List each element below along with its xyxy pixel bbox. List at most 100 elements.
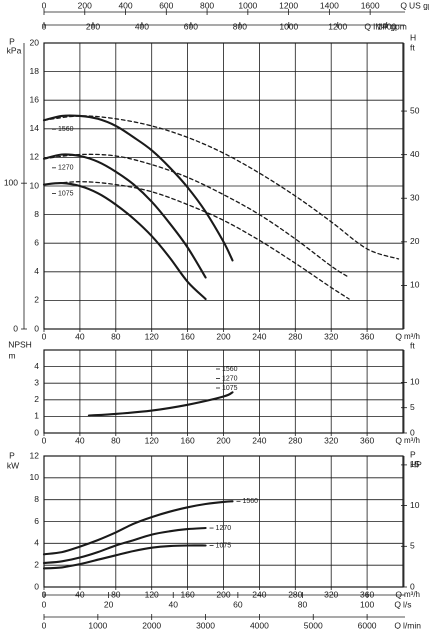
npsh-x-tick-label: 160: [181, 435, 195, 445]
power-x-tick-label: 240: [252, 589, 266, 599]
head-curve-label-1270: 1270: [58, 165, 74, 172]
npsh-axis-title: NPSH: [8, 339, 32, 349]
imp-gpm-tick-label: 400: [135, 21, 149, 31]
kpa-tick-label: 100: [4, 177, 18, 187]
head-x-tick-label: 320: [324, 331, 338, 341]
imp-gpm-axis-unit: IMP gpm: [373, 21, 407, 31]
us-gpm-tick-label: 1200: [279, 0, 298, 10]
npsh-curve-1560 / 1270 / 1075: [87, 391, 234, 417]
head-m-tick-label: 8: [34, 209, 39, 219]
npsh-ft-tick-label: 5: [410, 402, 415, 412]
npsh-curve-label-1270: 1270: [222, 375, 238, 382]
imp-gpm-tick-label: 1200: [328, 21, 347, 31]
lmin-axis-q: Q: [394, 620, 401, 629]
power-x-tick-label: 280: [288, 589, 302, 599]
head-x-tick-label: 280: [288, 331, 302, 341]
us-gpm-tick-label: 1000: [238, 0, 257, 10]
power-kw-tick-label: 6: [34, 516, 39, 526]
head-m-tick-label: 10: [30, 180, 40, 190]
head-m-tick-label: 0: [34, 323, 39, 333]
ls-tick-label: 0: [42, 599, 47, 609]
head-m-tick-label: 2: [34, 295, 39, 305]
imp-gpm-tick-label: 1400: [377, 21, 396, 31]
npsh-ft-tick-label: 0: [410, 427, 415, 437]
grid-layer: [43, 42, 404, 588]
us-gpm-tick-label: 400: [118, 0, 132, 10]
imp-gpm-tick-label: 1000: [279, 21, 298, 31]
ls-tick-label: 100: [360, 599, 374, 609]
power-hp-tick-label: 10: [410, 500, 420, 510]
head-curve-1560-dashed: [43, 115, 400, 260]
imp-gpm-tick-label: 800: [233, 21, 247, 31]
power-kw-tick-label: 10: [30, 472, 40, 482]
head-x-axis-unit: m³/h: [404, 332, 420, 341]
us-gpm-axis-unit: US gpm: [409, 0, 429, 10]
lmin-tick-label: 3000: [196, 620, 215, 629]
power-curve-1270: [42, 526, 207, 565]
head-curve-label-1075: 1075: [58, 190, 74, 197]
head-m-tick-label: 4: [34, 266, 39, 276]
head-m-tick-label: 20: [30, 37, 40, 47]
imp-gpm-axis-q: Q: [364, 21, 371, 31]
power-axis-unit-kw: kW: [7, 460, 19, 470]
power-kw-tick-label: 8: [34, 494, 39, 504]
ls-tick-label: 80: [298, 599, 308, 609]
npsh-m-tick-label: 3: [34, 377, 39, 387]
power-curve-1560: [42, 500, 234, 556]
lmin-tick-label: 2000: [142, 620, 161, 629]
head-x-tick-label: 360: [360, 331, 374, 341]
head-x-tick-label: 160: [181, 331, 195, 341]
us-gpm-tick-label: 0: [42, 0, 47, 10]
power-x-tick-label: 120: [145, 589, 159, 599]
power-x-tick-label: 80: [111, 589, 121, 599]
lmin-tick-label: 5000: [304, 620, 323, 629]
imp-gpm-tick-label: 200: [86, 21, 100, 31]
head-x-tick-label: 120: [145, 331, 159, 341]
npsh-x-axis-label: Q: [395, 435, 402, 445]
npsh-x-tick-label: 120: [145, 435, 159, 445]
frame-layer: [21, 9, 407, 620]
power-kw-tick-label: 2: [34, 559, 39, 569]
npsh-curve-label-1075: 1075: [222, 385, 238, 392]
power-kw-tick-label: 0: [34, 581, 39, 591]
npsh-x-axis-unit: m³/h: [404, 436, 420, 445]
power-axis-title-right: P: [410, 449, 416, 459]
us-gpm-axis-q: Q: [400, 0, 407, 10]
npsh-x-tick-label: 240: [252, 435, 266, 445]
power-hp-tick-label: 0: [410, 581, 415, 591]
head-curve-1075-dashed: [43, 181, 350, 300]
ls-axis-unit: l/s: [403, 599, 412, 609]
power-axis-title: P: [9, 450, 15, 460]
lmin-tick-label: 1000: [88, 620, 107, 629]
npsh-x-tick-label: 80: [111, 435, 121, 445]
head-axis-unit-ft: ft: [410, 42, 415, 52]
npsh-x-tick-label: 280: [288, 435, 302, 445]
power-curve-label-1270: 1270: [216, 525, 232, 532]
kpa-tick-label: 0: [13, 323, 18, 333]
us-gpm-tick-label: 600: [159, 0, 173, 10]
head-ft-tick-label: 30: [410, 192, 420, 202]
power-curve-1075: [42, 544, 207, 570]
lmin-tick-label: 6000: [358, 620, 377, 629]
head-axis-title-h: H: [410, 32, 416, 42]
kpa-axis-unit: kPa: [7, 45, 22, 55]
npsh-ft-tick-label: 10: [410, 377, 420, 387]
series-layer: [42, 114, 400, 570]
npsh-curve-label-1560: 1560: [222, 366, 238, 373]
us-gpm-tick-label: 800: [200, 0, 214, 10]
npsh-m-tick-label: 2: [34, 394, 39, 404]
npsh-x-tick-label: 320: [324, 435, 338, 445]
head-curve-1270: [42, 153, 207, 279]
head-curve-1075: [42, 182, 207, 301]
ls-tick-label: 20: [104, 599, 114, 609]
kpa-axis-title: P: [9, 36, 15, 46]
power-x-tick-label: 200: [216, 589, 230, 599]
head-x-tick-label: 80: [111, 331, 121, 341]
npsh-x-tick-label: 200: [216, 435, 230, 445]
head-curve-1270-dashed: [43, 153, 350, 279]
head-m-tick-label: 14: [30, 123, 40, 133]
power-curve-label-1075: 1075: [216, 542, 232, 549]
head-x-tick-label: 40: [75, 331, 85, 341]
